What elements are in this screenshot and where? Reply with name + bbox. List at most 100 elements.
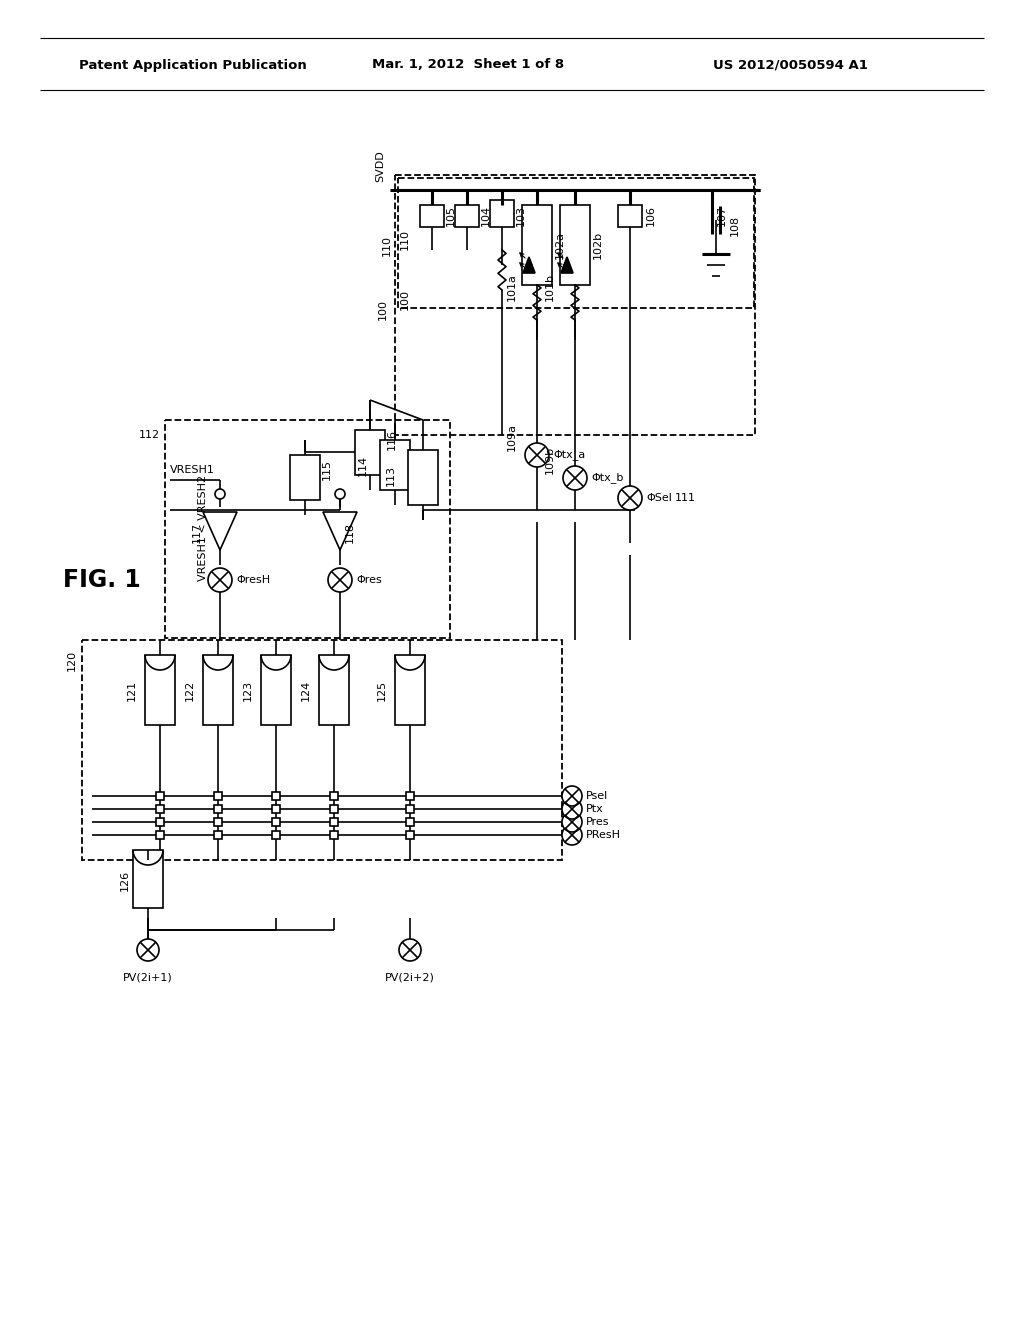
Bar [272, 792, 280, 800]
Bar [133, 850, 163, 908]
Bar [145, 655, 175, 725]
Text: 124: 124 [301, 680, 311, 701]
Text: PResH: PResH [586, 830, 621, 840]
Text: 107: 107 [717, 205, 727, 226]
Polygon shape [323, 512, 357, 550]
Text: US 2012/0050594 A1: US 2012/0050594 A1 [713, 58, 867, 71]
Bar [319, 655, 349, 725]
Text: 105: 105 [446, 205, 456, 226]
Text: Pres: Pres [586, 817, 609, 828]
Text: 110: 110 [382, 235, 392, 256]
Bar [455, 205, 479, 227]
Text: 108: 108 [730, 214, 740, 235]
Text: Mar. 1, 2012  Sheet 1 of 8: Mar. 1, 2012 Sheet 1 of 8 [372, 58, 564, 71]
Bar [330, 805, 338, 813]
Polygon shape [561, 257, 573, 273]
Circle shape [562, 799, 582, 818]
Bar [272, 832, 280, 840]
Text: 103: 103 [516, 205, 526, 226]
Bar [214, 792, 222, 800]
Bar [272, 818, 280, 826]
Text: VRESH1: VRESH1 [170, 465, 215, 475]
Text: Patent Application Publication: Patent Application Publication [79, 58, 307, 71]
Text: 112: 112 [139, 430, 160, 440]
Bar [82, 640, 562, 861]
Bar [406, 832, 414, 840]
Text: 101b: 101b [545, 273, 555, 301]
Circle shape [328, 568, 352, 591]
Text: 126: 126 [120, 870, 130, 891]
Bar [380, 440, 410, 490]
Text: 100: 100 [400, 289, 410, 310]
Bar [420, 205, 444, 227]
Bar [406, 818, 414, 826]
Text: 118: 118 [345, 521, 355, 543]
Bar [330, 818, 338, 826]
Text: 122: 122 [185, 680, 195, 701]
Bar [272, 805, 280, 813]
Text: 121: 121 [127, 680, 137, 701]
Bar [406, 792, 414, 800]
Text: 115: 115 [322, 459, 332, 480]
Bar [490, 201, 514, 227]
Circle shape [335, 488, 345, 499]
Bar [156, 792, 164, 800]
Text: 123: 123 [243, 680, 253, 701]
Circle shape [215, 488, 225, 499]
Bar [398, 178, 754, 308]
Bar [156, 832, 164, 840]
Circle shape [618, 486, 642, 510]
Bar [406, 805, 414, 813]
Bar [214, 805, 222, 813]
Text: 114: 114 [358, 454, 368, 475]
Bar [214, 818, 222, 826]
Text: Φtx_b: Φtx_b [591, 473, 624, 483]
Bar [408, 450, 438, 506]
Polygon shape [203, 512, 237, 550]
Bar [203, 655, 233, 725]
Bar [156, 805, 164, 813]
Text: PV(2i+1): PV(2i+1) [123, 972, 173, 982]
Circle shape [208, 568, 232, 591]
Text: Φres: Φres [356, 576, 382, 585]
Circle shape [399, 939, 421, 961]
Text: Φtx_a: Φtx_a [553, 450, 586, 461]
Bar [395, 655, 425, 725]
Text: ΦresH: ΦresH [236, 576, 270, 585]
Circle shape [562, 825, 582, 845]
Bar [214, 832, 222, 840]
Text: 101a: 101a [507, 273, 517, 301]
Text: 102b: 102b [593, 231, 603, 259]
Text: Ptx: Ptx [586, 804, 604, 814]
Circle shape [562, 812, 582, 832]
Text: 100: 100 [378, 300, 388, 321]
Bar [560, 205, 590, 285]
Bar [156, 818, 164, 826]
Text: PV(2i+2): PV(2i+2) [385, 972, 435, 982]
Bar [330, 832, 338, 840]
Circle shape [525, 444, 549, 467]
Text: 120: 120 [67, 649, 77, 671]
Text: 109b: 109b [545, 446, 555, 474]
Text: 117: 117 [193, 521, 202, 543]
Bar [522, 205, 552, 285]
Bar [618, 205, 642, 227]
Text: ΦSel: ΦSel [646, 492, 672, 503]
Bar [261, 655, 291, 725]
Bar [355, 430, 385, 475]
Bar [165, 420, 450, 638]
Circle shape [563, 466, 587, 490]
Circle shape [137, 939, 159, 961]
Text: 111: 111 [675, 492, 696, 503]
Circle shape [562, 785, 582, 807]
Text: 113: 113 [386, 465, 396, 486]
Text: VRESH1 < VRESH2: VRESH1 < VRESH2 [198, 475, 208, 581]
Text: 116: 116 [387, 429, 397, 450]
Text: Psel: Psel [586, 791, 608, 801]
Text: 109a: 109a [507, 422, 517, 451]
Text: 110: 110 [400, 230, 410, 251]
Text: 106: 106 [646, 205, 656, 226]
Text: 104: 104 [481, 205, 490, 226]
Bar [330, 792, 338, 800]
Text: SVDD: SVDD [375, 150, 385, 182]
